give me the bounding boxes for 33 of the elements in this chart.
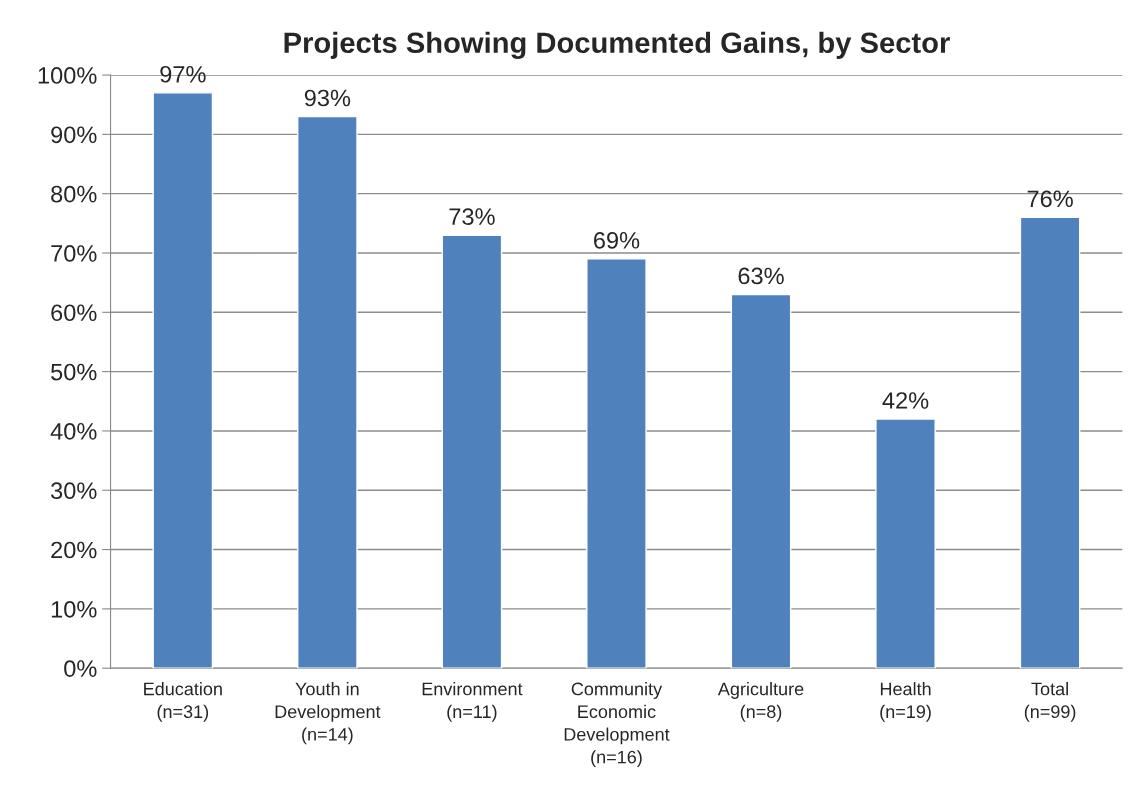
y-tick-label: 60% bbox=[51, 304, 97, 322]
x-tick-label: Community Economic Development (n=16) bbox=[564, 682, 670, 768]
x-tick-label: Environment (n=11) bbox=[422, 682, 523, 722]
y-tick-label: 50% bbox=[51, 363, 97, 381]
data-label: 73% bbox=[449, 208, 495, 225]
y-tick-label: 70% bbox=[51, 245, 97, 262]
bar bbox=[730, 293, 792, 669]
data-label: 63% bbox=[738, 267, 784, 285]
x-tick-label: Health (n=19) bbox=[880, 682, 931, 722]
data-label: 76% bbox=[1027, 190, 1073, 208]
y-tick-label: 100% bbox=[38, 67, 97, 84]
bar bbox=[297, 115, 358, 669]
data-label: 42% bbox=[882, 392, 929, 409]
x-tick-label: Agriculture (n=8) bbox=[717, 682, 804, 722]
y-tick-label: 40% bbox=[50, 423, 97, 440]
x-tick-label: Education (n=31) bbox=[144, 682, 222, 722]
chart-title: Projects Showing Documented Gains, by Sector bbox=[284, 31, 950, 60]
y-tick-label: 90% bbox=[51, 126, 97, 144]
bar bbox=[1019, 216, 1081, 669]
y-tick-label: 30% bbox=[50, 482, 97, 500]
data-label: 97% bbox=[160, 65, 206, 83]
bar bbox=[875, 418, 936, 669]
bar bbox=[441, 234, 503, 669]
x-tick-label: Youth in Development (n=14) bbox=[275, 682, 381, 745]
data-label: 69% bbox=[594, 231, 640, 249]
data-label: 93% bbox=[304, 89, 351, 107]
bar bbox=[586, 258, 647, 669]
bar bbox=[152, 92, 214, 669]
x-tick-label: Total (n=99) bbox=[1024, 682, 1076, 722]
y-tick-label: 0% bbox=[64, 660, 97, 677]
y-tick-label: 10% bbox=[51, 600, 97, 618]
y-tick-label: 20% bbox=[51, 541, 97, 559]
y-tick-label: 80% bbox=[51, 185, 97, 203]
